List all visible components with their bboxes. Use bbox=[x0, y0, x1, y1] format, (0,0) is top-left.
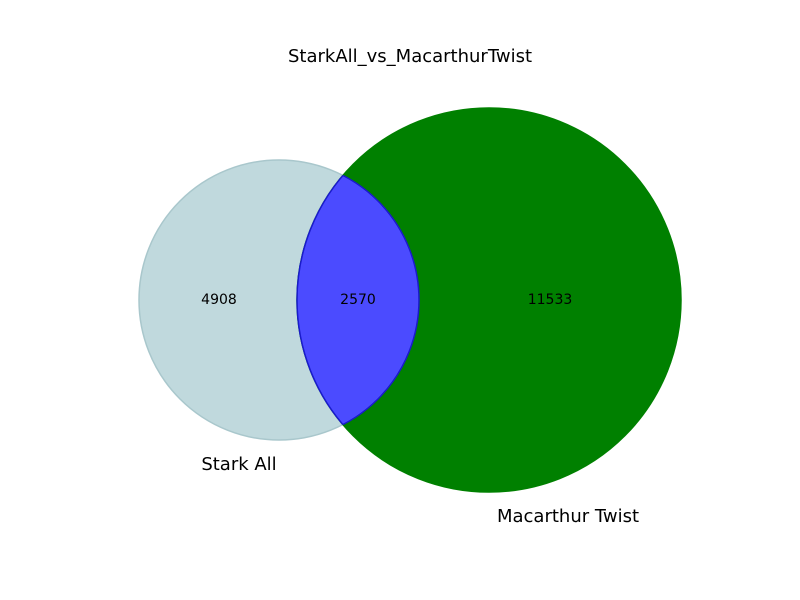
diagram-title: StarkAll_vs_MacarthurTwist bbox=[288, 46, 532, 67]
set-a-label: Stark All bbox=[201, 454, 276, 475]
intersection-edge bbox=[297, 159, 420, 441]
set-b-only-count: 11533 bbox=[528, 292, 573, 308]
set-b-label: Macarthur Twist bbox=[497, 506, 639, 527]
set-a-only-count: 4908 bbox=[201, 292, 237, 308]
intersection-count: 2570 bbox=[340, 292, 376, 308]
